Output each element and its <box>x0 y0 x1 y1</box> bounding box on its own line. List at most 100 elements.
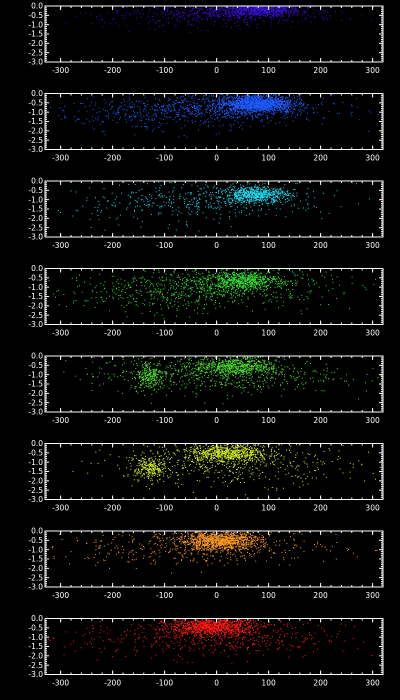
data-point <box>255 116 257 118</box>
data-point <box>276 7 278 8</box>
data-point <box>249 199 251 201</box>
data-point <box>167 227 169 229</box>
data-point <box>213 113 214 115</box>
data-point <box>285 216 287 218</box>
data-point <box>131 125 133 127</box>
data-point <box>273 199 275 201</box>
data-point <box>305 17 307 19</box>
data-point <box>173 187 175 189</box>
data-point <box>259 109 261 111</box>
data-point <box>258 110 260 112</box>
data-point <box>257 96 259 98</box>
data-point <box>128 117 130 118</box>
data-point <box>255 27 257 29</box>
data-point <box>275 106 277 108</box>
data-point <box>234 196 236 198</box>
data-point <box>260 114 262 116</box>
data-point <box>199 198 201 199</box>
data-point <box>313 191 314 193</box>
data-point <box>168 21 170 23</box>
data-point <box>243 13 245 15</box>
data-point <box>256 12 257 14</box>
data-point <box>232 96 234 98</box>
data-point <box>267 186 269 188</box>
data-point <box>322 192 324 194</box>
data-point <box>272 190 274 192</box>
data-point <box>135 206 137 208</box>
data-point <box>198 110 200 112</box>
data-point <box>249 187 251 189</box>
data-point <box>263 187 265 189</box>
data-point <box>149 8 151 10</box>
data-point <box>275 106 276 108</box>
data-point <box>205 206 206 208</box>
data-point <box>289 109 291 111</box>
data-point <box>288 193 290 194</box>
data-point <box>255 106 257 108</box>
data-point <box>185 99 186 101</box>
data-point <box>176 97 178 99</box>
data-point <box>163 113 165 115</box>
data-point <box>254 185 256 187</box>
data-point <box>203 98 205 100</box>
data-point <box>155 198 157 200</box>
x-tick-label: 100 <box>261 66 276 75</box>
data-point <box>276 98 278 100</box>
data-point <box>267 12 269 14</box>
data-point <box>228 114 230 115</box>
data-point <box>351 105 353 107</box>
data-point <box>161 123 163 124</box>
data-point <box>217 273 219 275</box>
data-point <box>298 106 300 108</box>
data-point <box>186 205 188 207</box>
data-point <box>225 103 226 105</box>
data-point <box>285 100 287 102</box>
data-point <box>250 7 251 9</box>
data-point <box>249 186 251 188</box>
data-point <box>280 192 282 194</box>
data-point <box>151 205 153 207</box>
data-point <box>294 107 295 109</box>
data-point <box>243 201 245 203</box>
data-point <box>291 199 293 201</box>
data-point <box>104 134 106 136</box>
data-point <box>133 192 134 194</box>
data-point <box>290 100 291 101</box>
data-point <box>287 191 289 193</box>
data-point <box>281 97 283 99</box>
data-point <box>271 104 273 106</box>
data-point <box>128 183 130 185</box>
data-point <box>254 7 256 9</box>
data-point <box>252 108 254 110</box>
y-tick-label: 0.0 <box>31 177 43 186</box>
data-point <box>271 195 273 196</box>
data-point <box>266 11 268 13</box>
data-point <box>194 105 196 107</box>
data-point <box>192 94 194 96</box>
data-point <box>285 110 287 112</box>
data-point <box>283 109 284 111</box>
data-point <box>288 13 289 15</box>
data-point <box>189 101 191 103</box>
data-point <box>210 109 212 111</box>
data-point <box>247 194 249 196</box>
data-point <box>308 119 310 121</box>
data-point <box>165 110 167 112</box>
data-point <box>133 110 134 112</box>
data-point <box>197 185 199 187</box>
data-point <box>161 112 163 114</box>
data-point <box>265 15 267 17</box>
data-point <box>302 105 304 107</box>
data-point <box>182 100 184 102</box>
data-point <box>277 100 278 102</box>
data-point <box>154 98 156 99</box>
data-point <box>156 109 158 111</box>
data-point <box>249 196 251 198</box>
data-point <box>248 14 250 16</box>
data-point <box>99 19 100 21</box>
data-point <box>258 107 260 109</box>
data-point <box>235 104 236 106</box>
data-point <box>191 113 193 115</box>
data-point <box>245 112 247 114</box>
data-point <box>284 107 286 108</box>
